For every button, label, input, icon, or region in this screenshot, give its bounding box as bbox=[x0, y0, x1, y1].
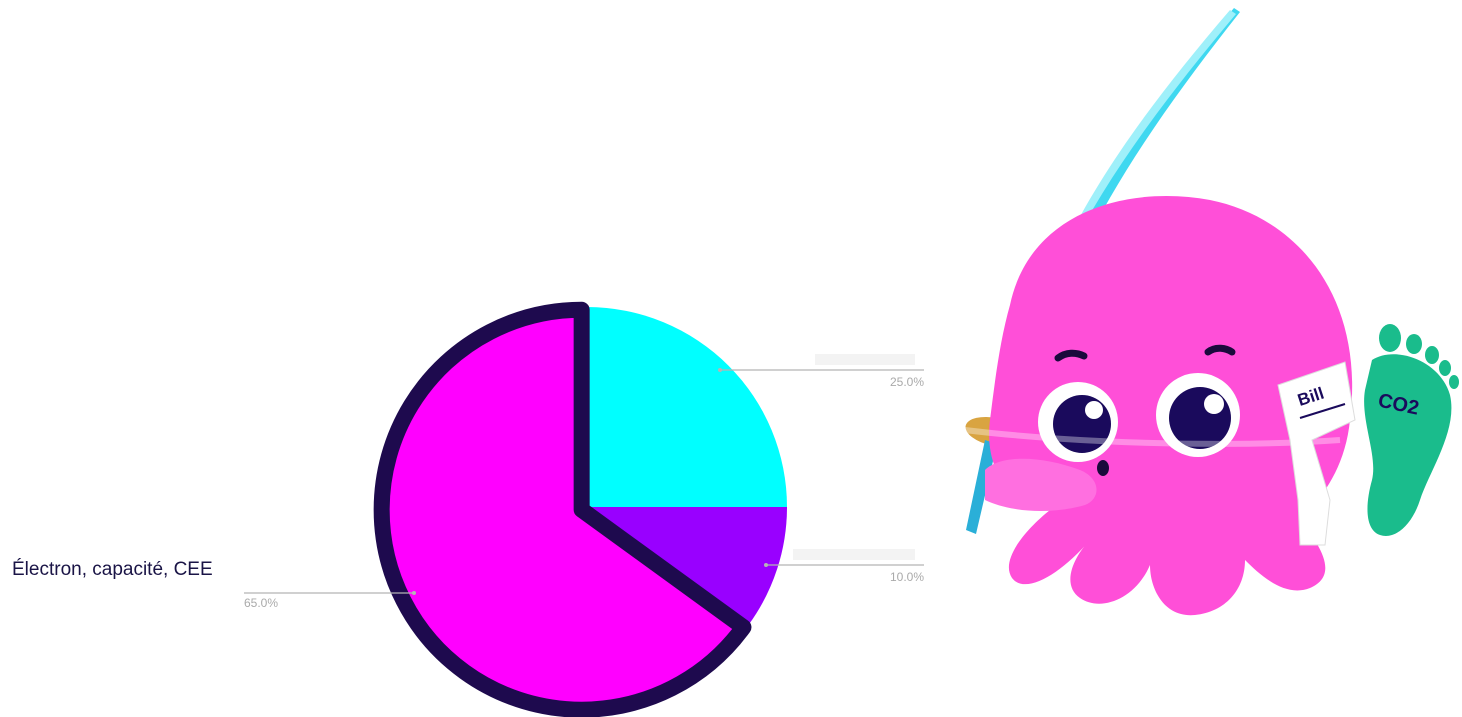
left-eye-pupil bbox=[1053, 395, 1111, 453]
leader-dot-slice-2 bbox=[764, 563, 768, 567]
toe-4 bbox=[1439, 360, 1451, 376]
faint-name-slice-2 bbox=[793, 549, 915, 560]
highlighted-slice-label: Électron, capacité, CEE bbox=[12, 559, 213, 580]
slice-label-group-3: 65.0% bbox=[244, 591, 416, 610]
pie-slice-1 bbox=[587, 307, 787, 507]
pie-chart bbox=[373, 301, 787, 717]
leader-dot-slice-1 bbox=[718, 368, 722, 372]
faint-name-slice-1 bbox=[815, 354, 915, 365]
mouth bbox=[1097, 460, 1109, 476]
right-eyebrow bbox=[1204, 344, 1236, 356]
swoosh-line bbox=[899, 417, 1341, 447]
pct-label-slice-3: 65.0% bbox=[244, 596, 278, 610]
slice-label-group-2: 10.0% bbox=[764, 549, 924, 584]
octopus-mascot: Bill CO2 bbox=[899, 8, 1459, 616]
octopus-arm bbox=[985, 458, 1097, 512]
foot-sole bbox=[1364, 354, 1452, 536]
pie-slice-3 bbox=[373, 301, 752, 717]
leader-dot-slice-3 bbox=[412, 591, 416, 595]
pct-label-slice-2: 10.0% bbox=[890, 570, 924, 584]
right-eye-shine bbox=[1204, 394, 1224, 414]
toe-2 bbox=[1406, 334, 1422, 354]
sword-hilt bbox=[966, 440, 997, 534]
slice-label-group-1: 25.0% bbox=[718, 354, 924, 389]
toe-1 bbox=[1379, 324, 1401, 352]
right-eye-pupil bbox=[1169, 387, 1231, 449]
pie-slice-2 bbox=[587, 507, 787, 625]
left-eye-shine bbox=[1085, 401, 1103, 419]
toe-3 bbox=[1425, 346, 1439, 364]
bill-underline bbox=[1299, 403, 1346, 419]
bill-paper: Bill bbox=[1277, 361, 1356, 546]
co2-foot: CO2 bbox=[1364, 324, 1459, 536]
pct-label-slice-1: 25.0% bbox=[890, 375, 924, 389]
toe-5 bbox=[1449, 375, 1459, 389]
left-eyebrow bbox=[1054, 349, 1088, 362]
